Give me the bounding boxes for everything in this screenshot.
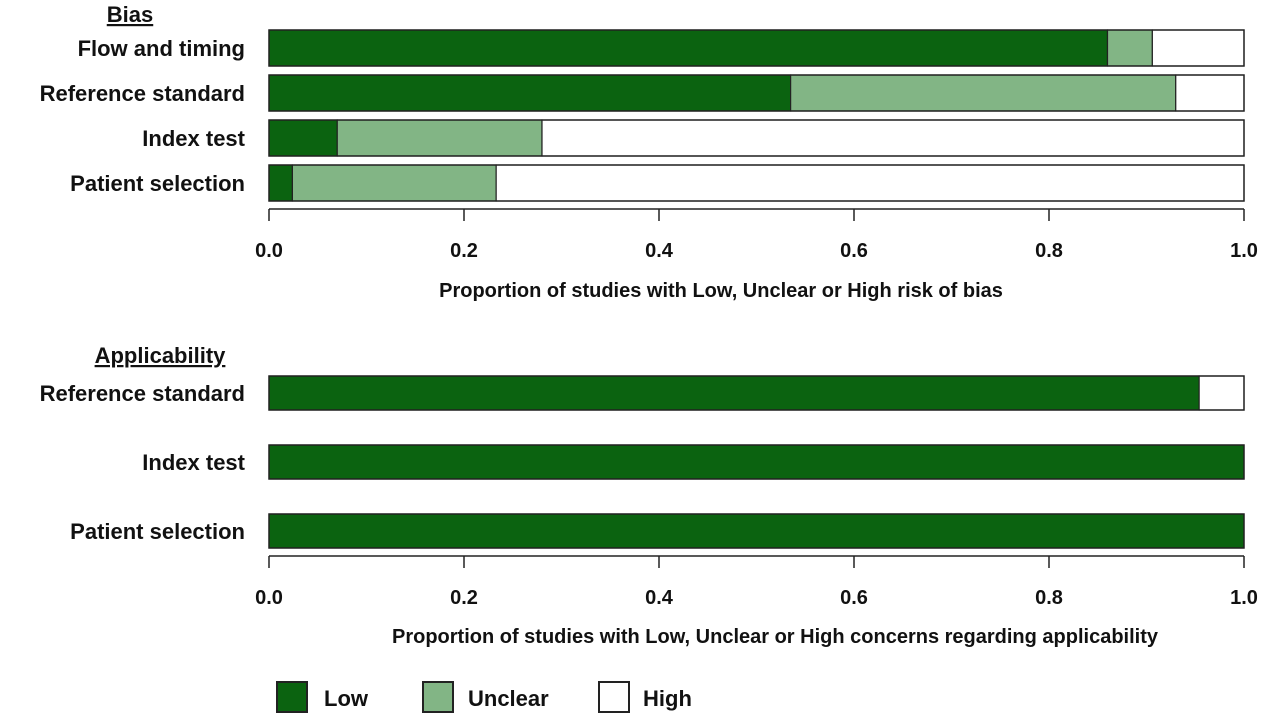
legend-label-low: Low bbox=[324, 686, 369, 711]
bias-bar-flow-and-timing-high bbox=[1151, 29, 1245, 67]
applicability-x-tick-label-1: 0.2 bbox=[450, 587, 478, 609]
applicability-x-tick-label-5: 1.0 bbox=[1230, 587, 1258, 609]
bias-x-tick-label-2: 0.4 bbox=[645, 240, 674, 262]
bias-bar-outline-index-test bbox=[268, 119, 1245, 157]
bias-category-label-patient-selection: Patient selection bbox=[70, 171, 245, 196]
legend: Low Unclear High bbox=[276, 681, 692, 713]
bias-category-label-flow-and-timing: Flow and timing bbox=[78, 36, 245, 61]
legend-swatch-low bbox=[276, 681, 308, 713]
bias-bar-index-test-high bbox=[541, 119, 1245, 157]
bias-bar-flow-and-timing-unclear bbox=[1106, 29, 1153, 67]
bias-x-tick-label-4: 0.8 bbox=[1035, 240, 1063, 262]
applicability-bar-outline-reference-standard bbox=[268, 375, 1245, 411]
bias-bar-flow-and-timing-low bbox=[268, 29, 1109, 67]
applicability-section-title: Applicability bbox=[95, 343, 227, 368]
applicability-bar-reference-standard-high bbox=[1198, 375, 1245, 411]
bias-bar-outline-patient-selection bbox=[268, 164, 1245, 202]
applicability-bar-patient-selection-low bbox=[268, 513, 1245, 549]
applicability-x-tick-label-0: 0.0 bbox=[255, 587, 283, 609]
bias-bar-patient-selection-unclear bbox=[291, 164, 497, 202]
applicability-category-label-patient-selection: Patient selection bbox=[70, 519, 245, 544]
applicability-bar-index-test-low bbox=[268, 444, 1245, 480]
bias-x-tick-label-5: 1.0 bbox=[1230, 240, 1258, 262]
bias-x-tick-label-3: 0.6 bbox=[840, 240, 868, 262]
bias-bar-reference-standard-high bbox=[1175, 74, 1245, 112]
applicability-category-label-reference-standard: Reference standard bbox=[40, 381, 245, 406]
bias-bar-reference-standard-low bbox=[268, 74, 792, 112]
bias-x-axis-label: Proportion of studies with Low, Unclear … bbox=[439, 280, 1003, 302]
applicability-panel: Applicability Reference standard Index tes… bbox=[40, 343, 1258, 648]
bias-bar-outline-reference-standard bbox=[268, 74, 1245, 112]
bias-bar-index-test-low bbox=[268, 119, 338, 157]
legend-swatch-unclear bbox=[422, 681, 454, 713]
applicability-x-tick-label-2: 0.4 bbox=[645, 587, 674, 609]
bias-x-tick-label-1: 0.2 bbox=[450, 240, 478, 262]
bias-bar-reference-standard-unclear bbox=[790, 74, 1177, 112]
bias-panel: Bias Flow and timing Reference standard Ind… bbox=[40, 2, 1258, 302]
bias-x-tick-label-0: 0.0 bbox=[255, 240, 283, 262]
bias-bar-outline-flow-and-timing bbox=[268, 29, 1245, 67]
legend-swatch-high bbox=[598, 681, 630, 713]
bias-category-label-reference-standard: Reference standard bbox=[40, 81, 245, 106]
bias-section-title: Bias bbox=[107, 2, 153, 27]
bias-bar-patient-selection-low bbox=[268, 164, 293, 202]
applicability-category-label-index-test: Index test bbox=[142, 450, 245, 475]
applicability-bar-outline-index-test bbox=[268, 444, 1245, 480]
bias-category-label-index-test: Index test bbox=[142, 126, 245, 151]
applicability-x-tick-label-4: 0.8 bbox=[1035, 587, 1063, 609]
applicability-bar-reference-standard-low bbox=[268, 375, 1200, 411]
legend-label-high: High bbox=[643, 686, 692, 711]
bias-bar-patient-selection-high bbox=[495, 164, 1245, 202]
legend-label-unclear: Unclear bbox=[468, 686, 549, 711]
bias-bar-index-test-unclear bbox=[336, 119, 543, 157]
applicability-x-axis-label: Proportion of studies with Low, Unclear … bbox=[392, 626, 1159, 648]
applicability-x-tick-label-3: 0.6 bbox=[840, 587, 868, 609]
applicability-bar-outline-patient-selection bbox=[268, 513, 1245, 549]
